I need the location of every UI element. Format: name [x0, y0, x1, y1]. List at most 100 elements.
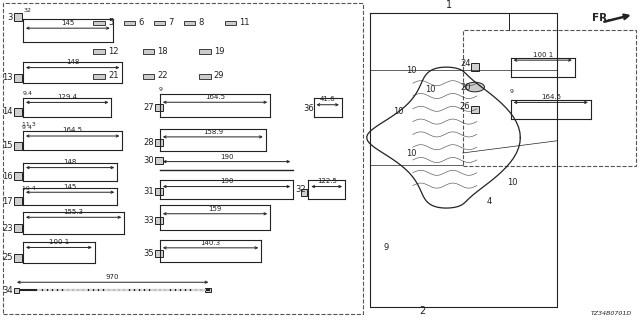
- Text: 20: 20: [460, 83, 470, 92]
- Text: 10: 10: [394, 108, 404, 116]
- Text: 11: 11: [239, 18, 250, 27]
- Text: 190: 190: [220, 154, 234, 160]
- Bar: [14, 288, 19, 293]
- Bar: [155, 139, 163, 146]
- Bar: [93, 21, 105, 25]
- Text: 9.4: 9.4: [23, 91, 33, 96]
- Bar: [14, 74, 22, 82]
- Bar: [463, 30, 636, 166]
- Text: 122.5: 122.5: [317, 178, 337, 184]
- Text: 36: 36: [303, 104, 314, 113]
- Text: 24: 24: [460, 60, 470, 68]
- Text: 6: 6: [138, 18, 143, 27]
- Text: 155.3: 155.3: [63, 209, 84, 215]
- Text: 7: 7: [168, 18, 173, 27]
- Text: 10: 10: [406, 149, 417, 158]
- Bar: [3, 3, 363, 314]
- Bar: [199, 74, 211, 79]
- Bar: [155, 188, 163, 195]
- Text: 13: 13: [2, 74, 13, 83]
- Text: 10: 10: [425, 85, 435, 94]
- Bar: [93, 74, 105, 79]
- Text: 17: 17: [2, 196, 13, 205]
- Text: 27: 27: [143, 103, 154, 112]
- Bar: [225, 21, 236, 25]
- Bar: [14, 197, 22, 205]
- Text: 190: 190: [220, 178, 234, 184]
- Text: 9 4: 9 4: [22, 124, 32, 130]
- Text: 31: 31: [143, 187, 154, 196]
- Text: 3: 3: [8, 13, 13, 22]
- Bar: [154, 21, 165, 25]
- Text: 29: 29: [214, 71, 224, 80]
- Text: 22: 22: [157, 71, 168, 80]
- Text: 970: 970: [106, 274, 120, 280]
- Bar: [184, 21, 195, 25]
- Text: 16: 16: [2, 172, 13, 181]
- Text: 34: 34: [2, 286, 13, 295]
- Bar: [199, 50, 211, 54]
- Circle shape: [465, 82, 484, 92]
- Bar: [155, 157, 163, 164]
- Text: 158.9: 158.9: [203, 129, 223, 135]
- Text: 164.5: 164.5: [541, 94, 561, 100]
- Bar: [471, 106, 479, 113]
- Text: 33: 33: [143, 216, 154, 225]
- Text: 30: 30: [143, 156, 154, 165]
- Text: 14: 14: [3, 108, 13, 116]
- Bar: [155, 250, 163, 257]
- Text: 9: 9: [509, 89, 513, 94]
- Bar: [93, 50, 105, 54]
- Bar: [14, 141, 22, 149]
- Text: 145: 145: [63, 184, 77, 190]
- Text: 148: 148: [66, 59, 79, 65]
- Text: 100 1: 100 1: [49, 239, 69, 245]
- Text: 164.5: 164.5: [63, 127, 83, 133]
- Text: 159: 159: [209, 205, 221, 212]
- Text: 145: 145: [61, 20, 74, 26]
- Text: 4: 4: [486, 197, 492, 206]
- Text: 11 3: 11 3: [22, 122, 35, 127]
- Text: 8: 8: [198, 18, 204, 27]
- Text: 35: 35: [143, 249, 154, 258]
- Text: 12: 12: [108, 47, 118, 56]
- Text: FR.: FR.: [592, 13, 611, 23]
- Text: 18: 18: [157, 47, 168, 56]
- Text: 41.6: 41.6: [320, 97, 335, 102]
- Bar: [14, 254, 22, 262]
- Text: 1: 1: [446, 0, 452, 10]
- Text: 5: 5: [108, 18, 113, 27]
- Bar: [155, 217, 163, 224]
- Text: 10 4: 10 4: [22, 186, 35, 191]
- Text: 21: 21: [108, 71, 118, 80]
- Text: 26: 26: [460, 102, 470, 111]
- Bar: [14, 108, 22, 116]
- Text: 140.3: 140.3: [200, 240, 221, 246]
- Text: 129.4: 129.4: [57, 94, 77, 100]
- Text: 9: 9: [384, 243, 389, 252]
- Bar: [143, 74, 154, 79]
- Text: 15: 15: [3, 141, 13, 150]
- Bar: [14, 13, 22, 21]
- Text: 32: 32: [296, 185, 307, 194]
- Bar: [124, 21, 135, 25]
- Bar: [301, 189, 307, 196]
- Text: 164.5: 164.5: [205, 94, 225, 100]
- Text: TZ34B0701D: TZ34B0701D: [591, 311, 632, 316]
- Bar: [155, 104, 163, 111]
- Text: 10: 10: [507, 178, 517, 187]
- Bar: [143, 50, 154, 54]
- Text: 19: 19: [214, 47, 224, 56]
- Bar: [205, 288, 211, 292]
- Bar: [14, 224, 22, 232]
- Text: 9: 9: [159, 87, 163, 92]
- Text: 28: 28: [143, 138, 154, 147]
- Text: 25: 25: [3, 253, 13, 262]
- Bar: [471, 63, 479, 71]
- Bar: [14, 172, 22, 180]
- Text: 23: 23: [2, 224, 13, 233]
- Text: 10: 10: [406, 66, 417, 75]
- Text: 2: 2: [419, 306, 426, 316]
- Text: 148: 148: [63, 159, 77, 165]
- Text: 100 1: 100 1: [532, 52, 553, 58]
